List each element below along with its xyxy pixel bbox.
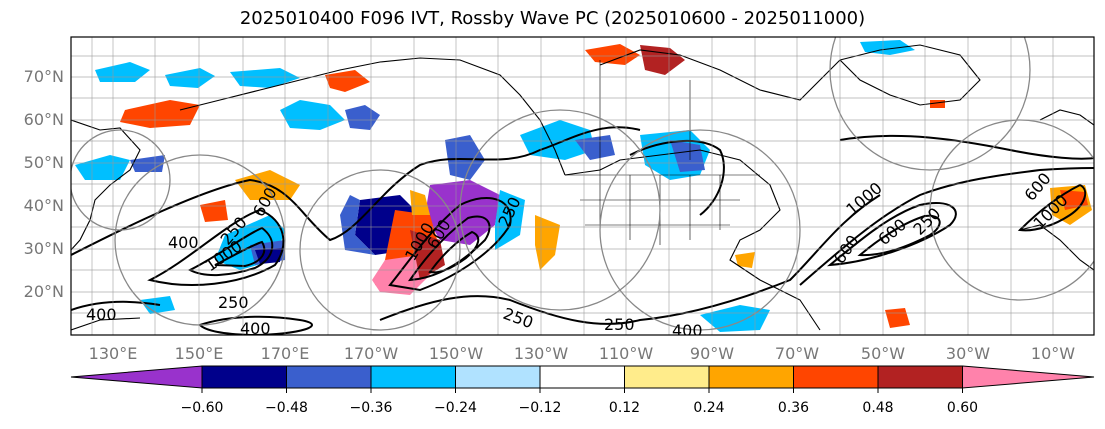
lon-label: 150°W <box>428 344 484 363</box>
shade-region <box>670 140 705 172</box>
colorbar-tick-label: −0.24 <box>434 400 477 416</box>
contour-label: 400 <box>86 305 117 324</box>
ivt-contour <box>187 226 274 277</box>
contour-label: 250 <box>604 315 635 334</box>
ivt-contour <box>826 201 957 267</box>
shade-region <box>325 70 370 92</box>
shade-region <box>165 68 215 88</box>
shade-region <box>410 190 430 215</box>
colorbar-segment <box>370 365 456 389</box>
ivt-contour <box>71 300 161 311</box>
colorbar-tick-label: 0.24 <box>693 400 725 416</box>
shade-region <box>700 305 770 332</box>
coastline <box>71 317 141 331</box>
contour-label: 250 <box>218 293 249 312</box>
lon-label: 50°W <box>860 344 906 363</box>
colorbar-tick-label: −0.60 <box>180 400 224 416</box>
lon-label: 90°W <box>689 344 735 363</box>
colorbar-segment <box>708 365 794 389</box>
lat-label: 30°N <box>23 239 64 258</box>
ivt-contour <box>857 214 941 257</box>
lat-label: 60°N <box>23 110 64 129</box>
lon-label: 70°W <box>774 344 820 363</box>
lon-label: 170°W <box>343 344 399 363</box>
shade-region <box>372 255 430 295</box>
colorbar-segment <box>455 365 541 389</box>
rossby-circle <box>599 129 801 331</box>
rossby-circle <box>459 109 661 311</box>
shade-region <box>640 45 685 75</box>
shade-region <box>120 100 200 128</box>
lat-label: 50°N <box>23 153 64 172</box>
colorbar-extend-high <box>962 365 1095 389</box>
shade-region <box>735 252 755 268</box>
lon-label: 150°E <box>174 344 224 363</box>
colorbar-tick-label: −0.36 <box>349 400 393 416</box>
contour-label: 400 <box>168 233 199 252</box>
rossby-circle <box>299 169 461 331</box>
lon-label: 110°W <box>598 344 654 363</box>
contour-label: 400 <box>672 321 703 340</box>
graticule-layer <box>71 37 1094 335</box>
ivt-contours-layer <box>71 126 1094 335</box>
lat-label: 20°N <box>23 282 64 301</box>
lat-label: 40°N <box>23 196 64 215</box>
colorbar-segment <box>793 365 879 389</box>
colorbar-segment <box>877 365 963 389</box>
colorbar-tick-label: −0.12 <box>518 400 562 416</box>
map-title: 2025010400 F096 IVT, Rossby Wave PC (202… <box>239 8 866 29</box>
shade-region <box>280 100 345 130</box>
rossby-circle <box>829 37 1031 171</box>
contour-label: 400 <box>240 319 271 338</box>
ivt-contour <box>388 196 512 292</box>
ivt-contour <box>839 134 1094 160</box>
colorbar-tick-label: 0.48 <box>862 400 894 416</box>
lon-label: 130°W <box>513 344 569 363</box>
colorbar-segment <box>286 365 372 389</box>
shade-region <box>425 180 500 245</box>
colorbar-segment <box>201 365 287 389</box>
colorbar-extend-low <box>70 365 203 389</box>
coastline <box>599 49 841 101</box>
ivt-contour <box>1017 183 1087 232</box>
lon-label: 30°W <box>945 344 991 363</box>
ivt-contour <box>379 194 881 325</box>
coastline <box>839 44 981 106</box>
colorbar-segment <box>624 365 710 389</box>
shade-region <box>200 200 228 222</box>
ivt-contour <box>214 240 266 268</box>
ivt-contour <box>428 230 480 274</box>
coastline <box>71 119 141 251</box>
shade-region <box>445 135 485 180</box>
lat-label: 70°N <box>23 67 64 86</box>
colorbar-tick-label: −0.48 <box>265 400 308 416</box>
shade-region <box>340 195 375 255</box>
shade-region <box>75 155 130 180</box>
colorbar <box>70 365 1095 393</box>
ivt-contour <box>629 139 725 216</box>
lon-label: 130°E <box>88 344 138 363</box>
ivt-contour <box>147 208 285 286</box>
shade-region <box>230 68 300 88</box>
map-frame-border <box>70 36 1095 336</box>
colorbar-tick-label: 0.12 <box>608 400 641 416</box>
lon-label: 170°E <box>260 344 310 363</box>
ivt-contour <box>198 315 313 335</box>
ivt-contour <box>71 126 641 256</box>
colorbar-segment <box>539 365 625 389</box>
colorbar-tick-label: 0.36 <box>777 400 810 416</box>
lon-label: 10°W <box>1030 344 1076 363</box>
rossby-circle <box>71 129 171 231</box>
colorbar-tick-label: 0.60 <box>946 400 979 416</box>
